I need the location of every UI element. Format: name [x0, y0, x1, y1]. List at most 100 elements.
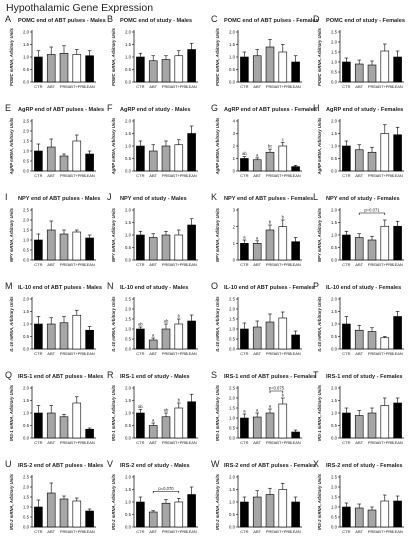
x-tick-label: LEAN	[84, 173, 95, 178]
y-axis-label: AgRP mRNA, Arbitrary Units	[111, 117, 116, 175]
x-tick-label: PRE	[368, 173, 377, 178]
y-tick-label: 2.0	[229, 307, 236, 312]
bar-abt	[252, 496, 262, 528]
bar-pre	[161, 145, 171, 172]
x-tick-label: LEAN	[186, 262, 197, 267]
x-tick-label: CTR	[136, 262, 144, 267]
y-tick-label: 0.0	[23, 525, 30, 530]
y-tick-label: 1.5	[125, 317, 132, 322]
panel-letter: B	[107, 14, 113, 24]
significance-label: b	[178, 314, 181, 319]
bar-pre	[367, 412, 377, 439]
x-tick-label: ABT+PRE	[170, 351, 189, 356]
y-tick-label: 1.5	[229, 406, 236, 411]
x-tick-label: ABT	[355, 173, 363, 178]
bar-ctr	[240, 328, 249, 350]
bar-lean	[187, 49, 196, 83]
bar-ctr	[240, 243, 249, 261]
bar-pre	[59, 416, 69, 439]
y-tick-label: 2.0	[23, 218, 30, 223]
y-tick-label: 1.5	[229, 487, 236, 492]
x-tick-label: ABT+PRE	[376, 84, 395, 89]
bar-pre	[161, 59, 171, 83]
bar-abt	[148, 339, 158, 350]
panel-i: I NPY end of ABT pulses - Males NPY mRNA, …	[5, 192, 100, 267]
significance-label: a	[256, 408, 259, 413]
y-axis-label: NPY mRNA, Arbitrary Units	[111, 207, 116, 262]
bar-ctr	[34, 56, 43, 83]
y-tick-label: 0.0	[23, 258, 30, 263]
panel-title: POMC end of ABT pulses - Males	[18, 18, 106, 24]
y-tick-label: 2	[233, 144, 236, 149]
y-tick-label: 0	[233, 258, 236, 263]
bar-abt-pre	[380, 500, 390, 528]
p-value-label: p=0.070	[158, 486, 174, 491]
bar-ctr	[342, 323, 351, 350]
y-tick-label: 0.5	[331, 423, 338, 428]
bar-abt	[46, 54, 56, 83]
x-tick-label: ABT+PRE	[170, 84, 189, 89]
x-tick-label: CTR	[342, 262, 350, 267]
y-tick-label: 0.5	[125, 67, 132, 72]
y-tick-label: 2	[233, 224, 236, 229]
y-tick-label: 0.0	[125, 436, 132, 441]
bar-abt-pre	[174, 144, 184, 172]
bar-abt-pre	[380, 133, 390, 172]
panel-letter: L	[313, 192, 318, 202]
bar-abt-pre	[72, 500, 82, 528]
y-tick-label: 0.0	[331, 347, 338, 352]
bar-abt	[148, 150, 158, 172]
y-tick-label: 0.5	[125, 337, 132, 342]
bar-pre	[59, 233, 69, 261]
bar-lean	[291, 241, 300, 261]
x-tick-label: PRE	[368, 529, 377, 534]
y-tick-label: 2.0	[125, 119, 132, 124]
x-tick-label: PRE	[266, 440, 275, 445]
bar-abt-pre	[72, 314, 82, 350]
y-tick-label: 0.5	[23, 334, 30, 339]
y-tick-label: 2.5	[125, 297, 132, 302]
x-tick-label: LEAN	[392, 529, 403, 534]
significance-bracket	[269, 390, 284, 393]
x-tick-label: LEAN	[84, 262, 95, 267]
panel-letter: D	[313, 14, 320, 24]
x-tick-label: LEAN	[84, 529, 95, 534]
x-tick-label: LEAN	[290, 351, 301, 356]
bar-pre	[367, 151, 377, 172]
panel-title: IL-10 end of ABT pulses - Males	[18, 285, 102, 291]
x-tick-label: PRE	[266, 173, 275, 178]
panel-g: G AgRP end of ABT pulses - Females AgRP mR…	[211, 103, 317, 178]
bar-ctr	[136, 501, 145, 528]
x-tick-label: ABT+PRE	[376, 529, 395, 534]
x-tick-label: LEAN	[290, 262, 301, 267]
y-tick-label: 1.0	[23, 322, 30, 327]
significance-label: a	[152, 333, 155, 338]
y-tick-label: 0.5	[23, 515, 30, 520]
p-value-label: p=0.071	[364, 208, 380, 213]
x-tick-label: PRE	[162, 262, 171, 267]
bar-ctr	[34, 323, 43, 350]
panel-n: N IL-10 end of study - Males IL-10 mRNA, A…	[107, 281, 198, 356]
x-tick-label: LEAN	[392, 262, 403, 267]
bar-abt-pre	[174, 234, 184, 261]
y-tick-label: 1.0	[331, 233, 338, 238]
bar-abt-pre	[278, 403, 288, 439]
y-axis-label: POMC mRNA, Arbitrary Units	[111, 27, 116, 86]
x-tick-label: PRE	[266, 351, 275, 356]
y-tick-label: 2.0	[125, 208, 132, 213]
x-tick-label: CTR	[136, 84, 144, 89]
x-tick-label: ABT+PRE	[376, 440, 395, 445]
significance-label: ab	[138, 322, 143, 327]
bar-abt	[252, 326, 262, 350]
bar-lean	[393, 56, 402, 83]
y-tick-label: 0.5	[229, 512, 236, 517]
x-tick-label: ABT	[149, 173, 157, 178]
bar-lean	[291, 166, 300, 172]
x-tick-label: LEAN	[186, 84, 197, 89]
y-tick-label: 1.0	[125, 233, 132, 238]
significance-label: a	[243, 409, 246, 414]
significance-label: bc	[268, 144, 272, 149]
bar-ctr	[136, 328, 145, 350]
y-tick-label: 2.0	[23, 485, 30, 490]
panel-u: U IRS-2 end of ABT pulses - Males IRS-2 mR…	[5, 459, 103, 534]
